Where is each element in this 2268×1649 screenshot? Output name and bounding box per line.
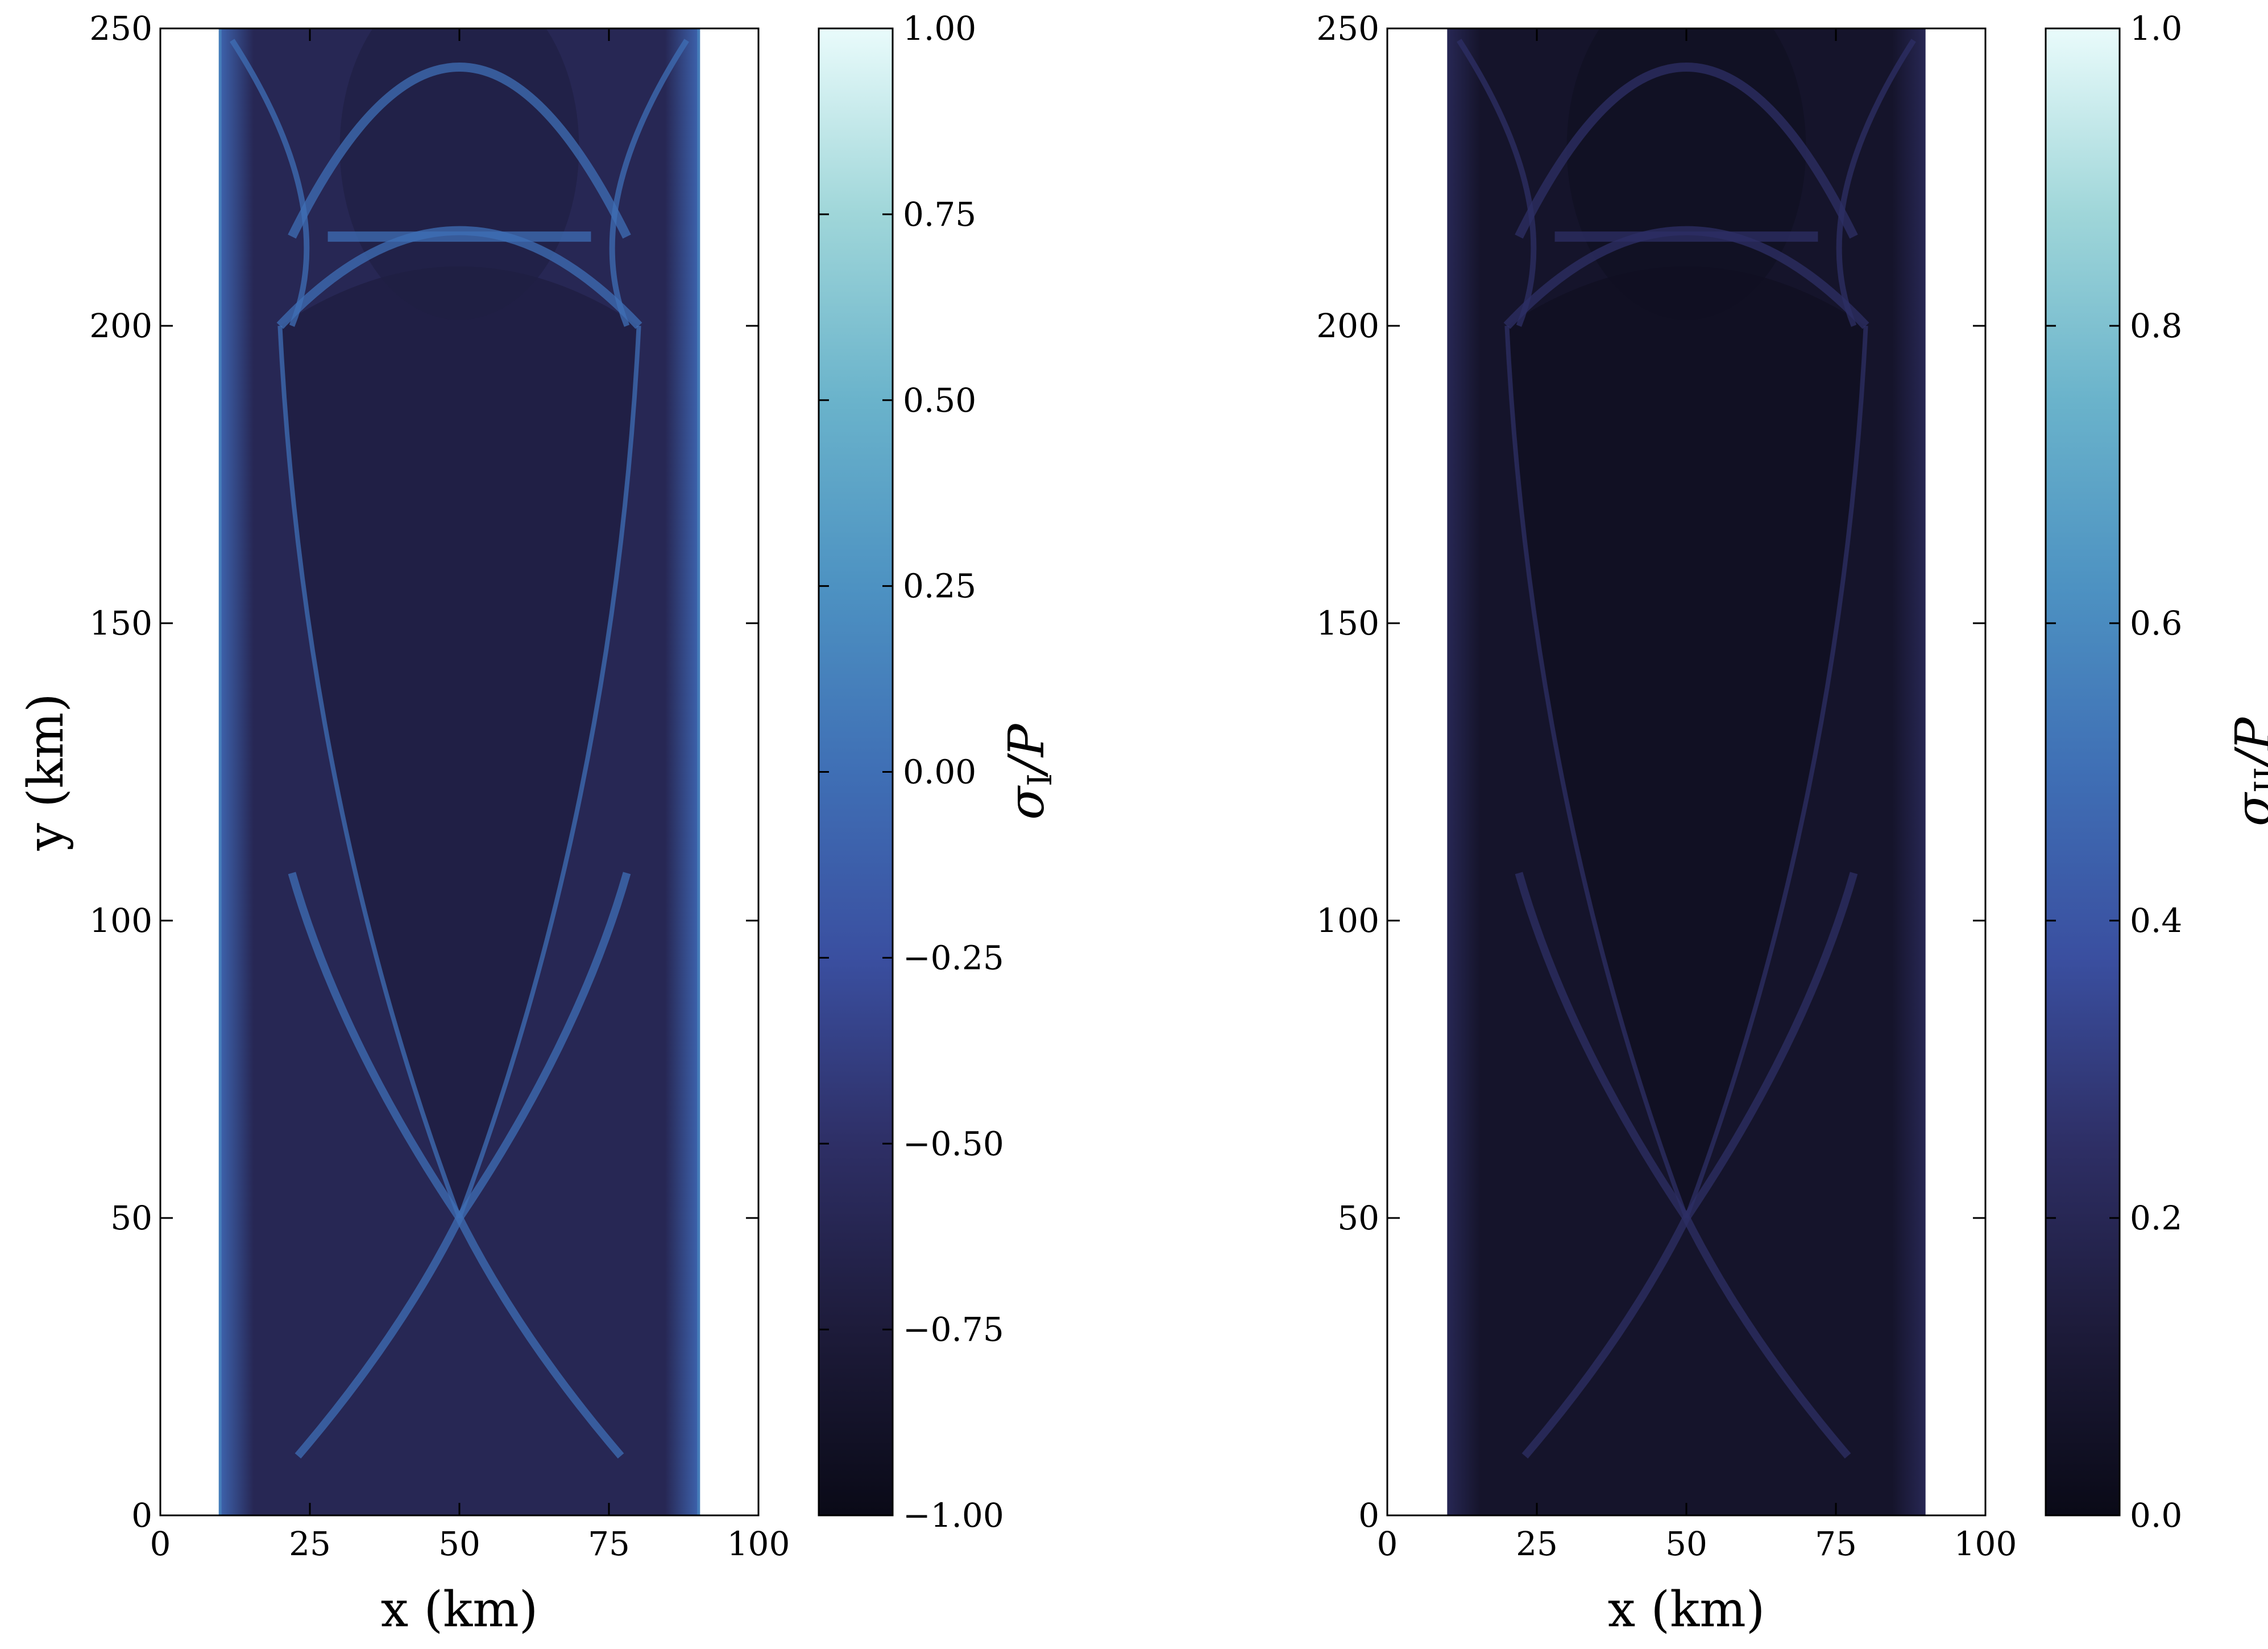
x-tick-label: 0 — [150, 1524, 171, 1563]
cone-interior — [1507, 266, 1866, 1218]
corner-arc-right — [609, 39, 689, 327]
panel-sigma-2: 0 25 50 75 100 0 50 100 150 200 250 1.0 0.8 0.6 0.4 0.… — [1316, 9, 2268, 1638]
corner-arc-left — [230, 39, 310, 327]
colorbar-tick-label: 0.0 — [2130, 1496, 2182, 1535]
lower-arch — [1503, 226, 1869, 329]
lower-arch — [276, 226, 642, 329]
colorbar-tick-label: −1.00 — [903, 1496, 1004, 1535]
colorbar-label-tail: /P — [2225, 716, 2268, 771]
y-tick-label: 200 — [89, 306, 152, 345]
colorbar-tick-label: 1.00 — [903, 9, 976, 48]
colorbar-sigma-1: 1.00 0.75 0.50 0.25 0.00 −0.25 −0.50 −0.75 −1.00 — [818, 9, 1004, 1535]
cone-boundary-right — [1684, 325, 1868, 1219]
colorbar-sigma-2: 1.0 0.8 0.6 0.4 0.2 0.0 — [2045, 9, 2182, 1535]
x-tick-label: 50 — [1665, 1524, 1707, 1563]
corner-arc-right — [1836, 39, 1916, 327]
y-axis-label: y (km) — [18, 693, 74, 851]
y-tick-label: 0 — [1358, 1496, 1379, 1535]
colorbar-label-sigma-1: σI/P — [998, 723, 1059, 820]
panel-sigma-1: 0 25 50 75 100 0 50 100 150 200 250 1.00 0.75 0.50 0.… — [18, 9, 1059, 1638]
y-tick-label: 0 — [131, 1496, 152, 1535]
colorbar-tick-label: 0.8 — [2130, 306, 2182, 345]
upper-bubble — [339, 28, 579, 320]
wavefront-right — [295, 872, 631, 1459]
colorbar-label-symbol: σ — [2225, 792, 2268, 826]
colorbar-tick-label: −0.75 — [903, 1310, 1004, 1349]
upper-bubble — [1566, 28, 1806, 320]
x-tick-label: 0 — [1377, 1524, 1398, 1563]
x-axis-label: x (km) — [1608, 1581, 1765, 1638]
cone-boundary-left — [1504, 325, 1689, 1219]
y-tick-label: 50 — [110, 1199, 152, 1237]
plot-area-sigma-2: 0 25 50 75 100 0 50 100 150 200 250 — [1316, 9, 2017, 1563]
y-tick-label: 150 — [1316, 604, 1379, 643]
colorbar-label-tail: /P — [998, 723, 1055, 777]
colorbar-tick-label: 1.0 — [2130, 9, 2182, 48]
heatmap-field — [220, 28, 699, 1515]
x-tick-label: 100 — [727, 1524, 790, 1563]
colorbar-label-subscript: I — [1021, 773, 1059, 786]
x-tick-label: 75 — [588, 1524, 630, 1563]
colorbar-tick-label: −0.50 — [903, 1124, 1004, 1163]
colorbar-gradient — [819, 28, 893, 1515]
y-tick-label: 250 — [89, 9, 152, 48]
cone-interior — [280, 266, 639, 1218]
cone-boundary-right — [457, 325, 641, 1219]
y-tick-label: 100 — [89, 901, 152, 940]
x-tick-label: 75 — [1815, 1524, 1857, 1563]
y-tick-label: 150 — [89, 604, 152, 643]
colorbar-label-symbol: σ — [998, 785, 1055, 820]
colorbar-tick-label: −0.25 — [903, 938, 1004, 977]
x-tick-label: 25 — [289, 1524, 331, 1563]
y-tick-label: 200 — [1316, 306, 1379, 345]
colorbar-tick-label: 0.75 — [903, 195, 976, 234]
colorbar-tick-label: 0.00 — [903, 753, 976, 792]
wavefront-left — [288, 872, 624, 1459]
y-tick-label: 100 — [1316, 901, 1379, 940]
x-axis-label: x (km) — [381, 1581, 538, 1638]
colorbar-frame — [2045, 27, 2121, 1517]
colorbar-label-subscript: II — [2248, 767, 2268, 793]
colorbar-gradient — [2046, 28, 2120, 1515]
colorbar-label-sigma-2: σII/P — [2225, 716, 2268, 827]
colorbar-tick-label: 0.25 — [903, 567, 976, 606]
heatmap-field — [1447, 28, 1926, 1515]
colorbar-tick-label: 0.6 — [2130, 604, 2182, 643]
cone-boundary-left — [277, 325, 462, 1219]
corner-arc-left — [1457, 39, 1537, 327]
plot-area-sigma-1: 0 25 50 75 100 0 50 100 150 200 250 — [89, 9, 790, 1563]
x-tick-label: 50 — [438, 1524, 480, 1563]
upper-arch — [1515, 63, 1858, 239]
colorbar-tick-label: 0.4 — [2130, 901, 2182, 940]
y-tick-label: 50 — [1337, 1199, 1379, 1237]
colorbar-tick-label: 0.2 — [2130, 1199, 2182, 1237]
colorbar-tick-label: 0.50 — [903, 381, 976, 420]
y-tick-label: 250 — [1316, 9, 1379, 48]
x-tick-label: 100 — [1954, 1524, 2017, 1563]
wavefront-right — [1521, 872, 1858, 1459]
upper-arch — [288, 63, 631, 239]
x-tick-label: 25 — [1516, 1524, 1558, 1563]
wavefront-left — [1515, 872, 1851, 1459]
